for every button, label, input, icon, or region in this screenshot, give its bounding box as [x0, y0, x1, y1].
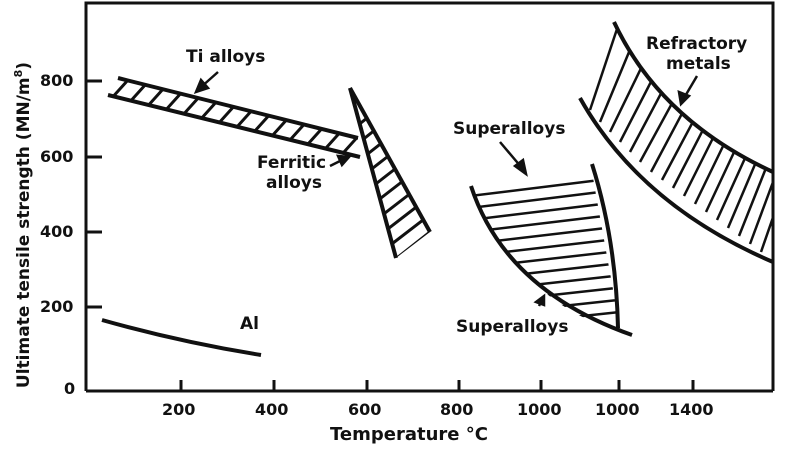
label-superalloys-top: Superalloys [453, 119, 566, 139]
series-ti-alloys-band [107, 76, 361, 159]
annotation-arrows [193, 71, 699, 307]
series-refractory-metals-band [578, 21, 774, 264]
series-al-line [101, 318, 262, 357]
label-ferritic-line2: alloys [266, 173, 323, 193]
x-tick-200: 200 [162, 400, 196, 419]
y-tick-800: 800 [40, 71, 74, 90]
y-tick-400: 400 [40, 222, 74, 241]
label-ferritic-line1: Ferritic [257, 153, 327, 173]
label-refractory-line1: Refractory [646, 34, 748, 54]
y-tick-0: 0 [64, 379, 76, 398]
x-tick-600: 600 [348, 400, 382, 419]
label-refractory-line2: metals [666, 54, 731, 74]
x-axis-ticks [179, 380, 695, 391]
y-axis-ticks [86, 79, 102, 309]
x-tick-400: 400 [255, 400, 289, 419]
y-tick-200: 200 [40, 297, 74, 316]
series-ferritic-alloys-wedge [348, 87, 432, 259]
x-tick-1400: 1400 [669, 400, 714, 419]
label-superalloys-bottom: Superalloys [456, 317, 569, 337]
y-axis-title: Ultimate tensile strength (MN/m8) [12, 61, 34, 389]
x-tick-1000b: 1000 [595, 400, 640, 419]
label-al: Al [240, 314, 259, 334]
series-superalloys-band [469, 163, 633, 337]
label-ti-alloys: Ti alloys [186, 47, 266, 67]
plot-frame [84, 1, 775, 393]
y-tick-600: 600 [40, 147, 74, 166]
x-axis-title: Temperature °C [330, 424, 488, 445]
x-tick-800: 800 [440, 400, 474, 419]
x-tick-1000a: 1000 [517, 400, 562, 419]
